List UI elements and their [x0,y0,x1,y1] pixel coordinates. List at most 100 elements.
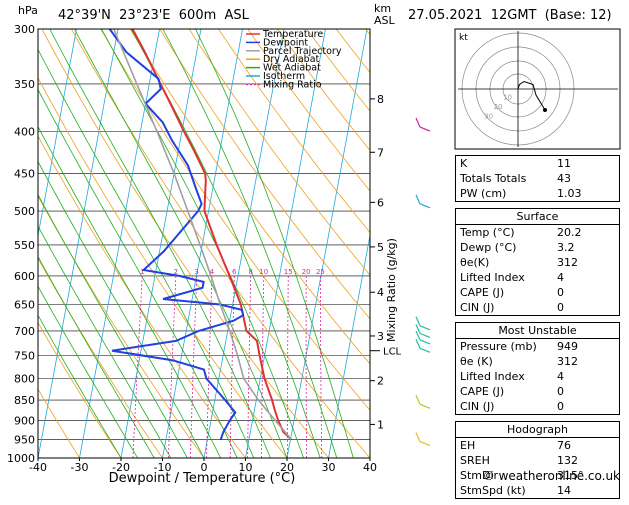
dry-adiabat-line [130,29,453,458]
pressure-tick-label: 650 [14,299,35,312]
km-tick-label: 8 [377,93,384,106]
mixing-ratio-label: 20 [302,268,311,276]
hodograph-ring-label: 20 [494,103,503,111]
surface-label: Lifted Index [460,270,525,285]
temp-tick-label: -40 [29,461,47,474]
surface-label: Dewp (°C) [460,240,516,255]
surface-row: Temp (°C)20.2 [456,225,619,240]
isotherm-line [287,29,367,458]
surface-value: 0 [557,285,615,300]
hodograph-table-title: Hodograph [456,422,619,438]
most-unstable-label: Lifted Index [460,369,525,384]
hodograph-stat-label: SREH [460,453,490,468]
wind-barb-flag [416,195,420,204]
wind-barb-flag [416,433,420,442]
most-unstable-row: θe (K)312 [456,354,619,369]
wind-barb-staff [420,204,430,208]
surface-row: Lifted Index 4 [456,270,619,285]
dry-adiabat-line [13,29,287,458]
wind-barb-staff [420,404,430,408]
hodograph-unit: kt [459,33,468,43]
surface-label: θe(K) [460,255,489,270]
wind-barb-staff [420,340,430,344]
surface-row: CIN (J)0 [456,300,619,315]
wind-barb-staff [420,442,430,446]
surface-value: 3.2 [557,240,615,255]
temp-tick-label: 30 [322,461,336,474]
km-tick-label: 1 [377,418,384,431]
index-value: 1.03 [557,186,615,201]
mixing-ratio-axis-title: Mixing Ratio (g/kg) [385,238,398,342]
km-tick-label: 5 [377,241,384,254]
index-label: K [460,156,467,171]
wind-barb-staff [420,326,430,330]
hodograph-stat-value: 76 [557,438,615,453]
index-value: 43 [557,171,615,186]
surface-label: CIN (J) [460,300,494,315]
surface-value: 4 [557,270,615,285]
pressure-tick-label: 750 [14,349,35,362]
wind-barb-flag [416,395,420,404]
km-tick-label: 7 [377,146,384,159]
hodograph-ring-label: 10 [503,94,512,102]
index-label: Totals Totals [460,171,526,186]
mixing-ratio-label: 4 [210,268,215,276]
pressure-tick-label: 550 [14,239,35,252]
km-tick-label: 6 [377,196,384,209]
wind-barb-flag [416,339,420,348]
most-unstable-row: Lifted Index 4 [456,369,619,384]
pressure-tick-label: 300 [14,23,35,36]
hodograph-stat-value: 132 [557,453,615,468]
wind-barbs [416,118,430,446]
pressure-tick-label: 350 [14,78,35,91]
pressure-tick-label: 850 [14,394,35,407]
storm-motion-marker [543,108,547,112]
index-label: PW (cm) [460,186,506,201]
most-unstable-value: 0 [557,384,615,399]
most-unstable-label: CIN (J) [460,399,494,414]
mixing-ratio-label: 2 [174,268,178,276]
most-unstable-row: CIN (J)0 [456,399,619,414]
hodograph-stat-label: EH [460,438,475,453]
surface-row: CAPE (J) 0 [456,285,619,300]
pressure-tick-label: 500 [14,205,35,218]
most-unstable-row: CAPE (J) 0 [456,384,619,399]
temp-tick-label: -30 [71,461,89,474]
isotherm-line [38,29,118,458]
mixing-ratio-label: 25 [316,268,325,276]
km-tick-label: 3 [377,330,384,343]
surface-row: θe(K)312 [456,255,619,270]
wind-barb-staff [420,127,430,131]
x-axis-title: Dewpoint / Temperature (°C) [109,471,296,486]
most-unstable-label: CAPE (J) [460,384,504,399]
pressure-tick-label: 700 [14,325,35,338]
most-unstable-label: Pressure (mb) [460,339,537,354]
pressure-tick-label: 900 [14,414,35,427]
wind-barb-staff [420,333,430,337]
surface-title: Surface [456,209,619,225]
most-unstable-title: Most Unstable [456,323,619,339]
index-row: Totals Totals 43 [456,171,619,186]
wind-barb-flag [416,118,420,127]
pressure-tick-label: 450 [14,167,35,180]
hodograph-stat-row: SREH 132 [456,453,619,468]
surface-value: 20.2 [557,225,615,240]
pressure-tick-label: 400 [14,126,35,139]
legend-entry: Mixing Ratio [263,79,322,90]
surface-label: CAPE (J) [460,285,504,300]
most-unstable-label: θe (K) [460,354,493,369]
pressure-tick-label: 600 [14,270,35,283]
pressure-tick-label: 950 [14,434,35,447]
hodograph-stat-label: StmDir [460,468,498,483]
most-unstable-value: 4 [557,369,615,384]
hodograph-stat-label: StmSpd (kt) [460,483,526,498]
isotherm-line [121,29,201,458]
most-unstable-value: 949 [557,339,615,354]
temp-tick-label: 40 [363,461,377,474]
